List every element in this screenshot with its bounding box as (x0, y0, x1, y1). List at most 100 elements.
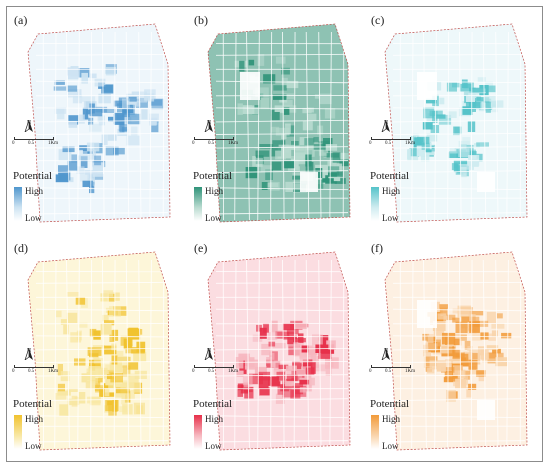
potential-block (86, 378, 98, 384)
street-line (392, 132, 526, 135)
potential-block (286, 369, 296, 379)
street-line (35, 308, 169, 312)
potential-block (126, 93, 134, 99)
panel-label: (c) (371, 13, 385, 27)
potential-block (324, 108, 336, 119)
potential-block (101, 108, 116, 113)
potential-block (265, 169, 273, 180)
potential-block (322, 178, 334, 183)
potential-block (110, 373, 123, 383)
potential-block (275, 393, 285, 404)
potential-block (486, 311, 497, 324)
scale-bar-line (194, 365, 234, 368)
potential-block (151, 98, 164, 110)
potential-block (78, 68, 90, 78)
street-line (305, 31, 310, 221)
potential-block (432, 110, 438, 123)
district-boundary (27, 251, 171, 451)
potential-block (245, 167, 258, 179)
potential-block (266, 359, 272, 368)
potential-block (67, 89, 82, 98)
potential-block (283, 107, 290, 115)
street-line (318, 259, 322, 449)
scale-tick-1km: 1Km (405, 141, 415, 146)
potential-block (438, 114, 452, 125)
street-line (215, 119, 349, 123)
street-line (77, 31, 80, 221)
map-svg (27, 23, 171, 223)
map-svg (384, 251, 528, 451)
street-line (470, 31, 473, 221)
street-line (392, 212, 526, 215)
potential-block (274, 360, 282, 371)
street-line (215, 398, 349, 401)
open-space (417, 300, 437, 328)
legend-gradient (194, 415, 202, 449)
scale-bar-line (371, 365, 411, 368)
potential-block (336, 163, 343, 172)
potential-block (454, 126, 462, 135)
scale-tick-1km: 1Km (48, 369, 58, 374)
potential-block (105, 66, 117, 76)
street-line (215, 132, 349, 135)
north-arrow: N (379, 348, 393, 360)
street-line (149, 259, 152, 449)
potential-block (292, 385, 307, 397)
map-svg (207, 251, 351, 451)
potential-block (458, 148, 470, 157)
street-line (392, 146, 526, 149)
legend-title: Potential (193, 398, 233, 410)
street-line (392, 187, 526, 191)
potential-block (239, 60, 245, 72)
legend-gradient (14, 415, 22, 449)
street-line (215, 281, 349, 284)
potential-block (271, 320, 278, 333)
potential-block (67, 67, 74, 76)
potential-block (487, 352, 497, 364)
potential-block (292, 184, 302, 189)
figure-frame (6, 6, 543, 462)
potential-block (54, 107, 67, 114)
potential-block (89, 181, 95, 194)
street-line (459, 259, 462, 449)
potential-block (114, 112, 125, 125)
potential-block (305, 161, 314, 173)
potential-block (80, 156, 88, 168)
potential-block (80, 170, 94, 182)
potential-block (292, 361, 302, 370)
street-line (447, 31, 450, 221)
potential-block (237, 103, 243, 115)
legend-gradient (14, 187, 22, 221)
north-arrow: N (379, 120, 393, 132)
potential-block (284, 105, 297, 113)
street-line (215, 187, 349, 191)
potential-block (427, 367, 435, 374)
potential-block (260, 165, 273, 172)
street-line (392, 415, 526, 419)
scale-tick-half: 0.5 (208, 141, 215, 146)
potential-block (113, 147, 125, 155)
legend-low-label: Low (205, 441, 222, 451)
potential-block (476, 142, 489, 148)
potential-block (439, 307, 448, 316)
potential-block (426, 117, 436, 124)
potential-block (54, 80, 65, 85)
street-line (35, 335, 169, 338)
street-line (447, 259, 450, 449)
potential-block (271, 126, 280, 133)
street-line (35, 415, 169, 419)
open-space (240, 72, 260, 100)
potential-block (286, 374, 298, 382)
potential-block (104, 345, 117, 355)
potential-block (112, 329, 119, 341)
street-line (392, 107, 526, 110)
street-line (392, 440, 526, 443)
potential-block (260, 97, 269, 110)
panel-label: (d) (14, 241, 28, 255)
panel-label: (e) (194, 241, 208, 255)
potential-block (423, 351, 432, 357)
potential-block (437, 313, 447, 320)
potential-block (281, 134, 287, 140)
potential-block (259, 387, 270, 396)
potential-block (283, 93, 295, 100)
